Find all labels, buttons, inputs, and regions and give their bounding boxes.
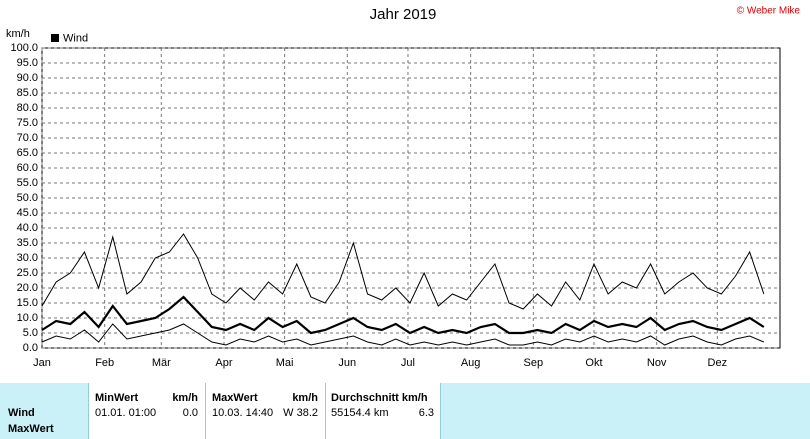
table-header: km/h <box>172 392 198 404</box>
table-cell: 01.01. 01:00 <box>95 407 157 419</box>
column-border <box>88 383 89 439</box>
column-border <box>325 383 326 439</box>
legend-swatch <box>51 34 59 42</box>
x-tick-label: Feb <box>95 357 114 369</box>
y-tick-label: 0.0 <box>23 342 38 354</box>
table-header: MaxWert <box>212 392 258 404</box>
row-label: Wind <box>8 407 35 419</box>
y-tick-label: 95.0 <box>17 57 38 69</box>
y-tick-label: 55.0 <box>17 177 38 189</box>
table-header: MinWert <box>95 392 139 404</box>
x-tick-label: Dez <box>708 357 728 369</box>
y-tick-label: 70.0 <box>17 132 38 144</box>
table: MinWert km/h MaxWert km/h Durchschnitt km/h W… <box>0 383 810 439</box>
row-label: MaxWert <box>8 423 54 435</box>
copyright: © Weber Mike <box>737 6 801 17</box>
y-tick-label: 45.0 <box>17 207 38 219</box>
x-tick-label: Jan <box>33 357 51 369</box>
y-tick-label: 50.0 <box>17 192 38 204</box>
wind-line <box>41 295 765 335</box>
wind-line <box>41 323 765 346</box>
y-tick-label: 90.0 <box>17 72 38 84</box>
table-header: Durchschnitt km/h <box>331 392 428 404</box>
x-tick-label: Aug <box>461 357 481 369</box>
y-tick-label: 65.0 <box>17 147 38 159</box>
y-tick-label: 25.0 <box>17 267 38 279</box>
table-cell: 0.0 <box>182 407 198 419</box>
x-tick-label: Jul <box>401 357 415 369</box>
table-cell: 10.03. 14:40 <box>212 407 274 419</box>
y-tick-label: 80.0 <box>17 102 38 114</box>
y-tick-label: 40.0 <box>17 222 38 234</box>
y-tick-label: 30.0 <box>17 252 38 264</box>
x-tick-label: Okt <box>585 357 602 369</box>
y-tick-label: 85.0 <box>17 87 38 99</box>
x-tick-label: Jun <box>338 357 356 369</box>
x-tick-label: Mai <box>276 357 294 369</box>
table-body <box>88 383 440 439</box>
chart-title: Jahr 2019 <box>370 6 437 23</box>
table-header: km/h <box>292 392 318 404</box>
x-tick-label: Nov <box>647 357 667 369</box>
y-tick-label: 15.0 <box>17 297 38 309</box>
chart: Jahr 2019 © Weber Mike km/h Wind 0.0 5.0 1… <box>6 6 801 369</box>
table-cell: 6.3 <box>418 407 434 419</box>
x-tick-label: Apr <box>215 357 232 369</box>
y-tick-label: 75.0 <box>17 117 38 129</box>
y-axis-label: km/h <box>6 28 30 40</box>
y-tick-label: 10.0 <box>17 312 38 324</box>
wind-line <box>41 233 765 310</box>
y-tick-label: 100.0 <box>10 42 38 54</box>
legend-label: Wind <box>63 32 88 44</box>
table-cell: W 38.2 <box>283 407 318 419</box>
table-cell: 55154.4 km <box>331 407 389 419</box>
y-tick-label: 35.0 <box>17 237 38 249</box>
y-tick-label: 5.0 <box>23 327 38 339</box>
x-tick-label: Mär <box>152 357 171 369</box>
x-tick-label: Sep <box>524 357 544 369</box>
column-border <box>205 383 206 439</box>
y-tick-label: 20.0 <box>17 282 38 294</box>
y-tick-label: 60.0 <box>17 162 38 174</box>
column-border <box>440 383 441 439</box>
